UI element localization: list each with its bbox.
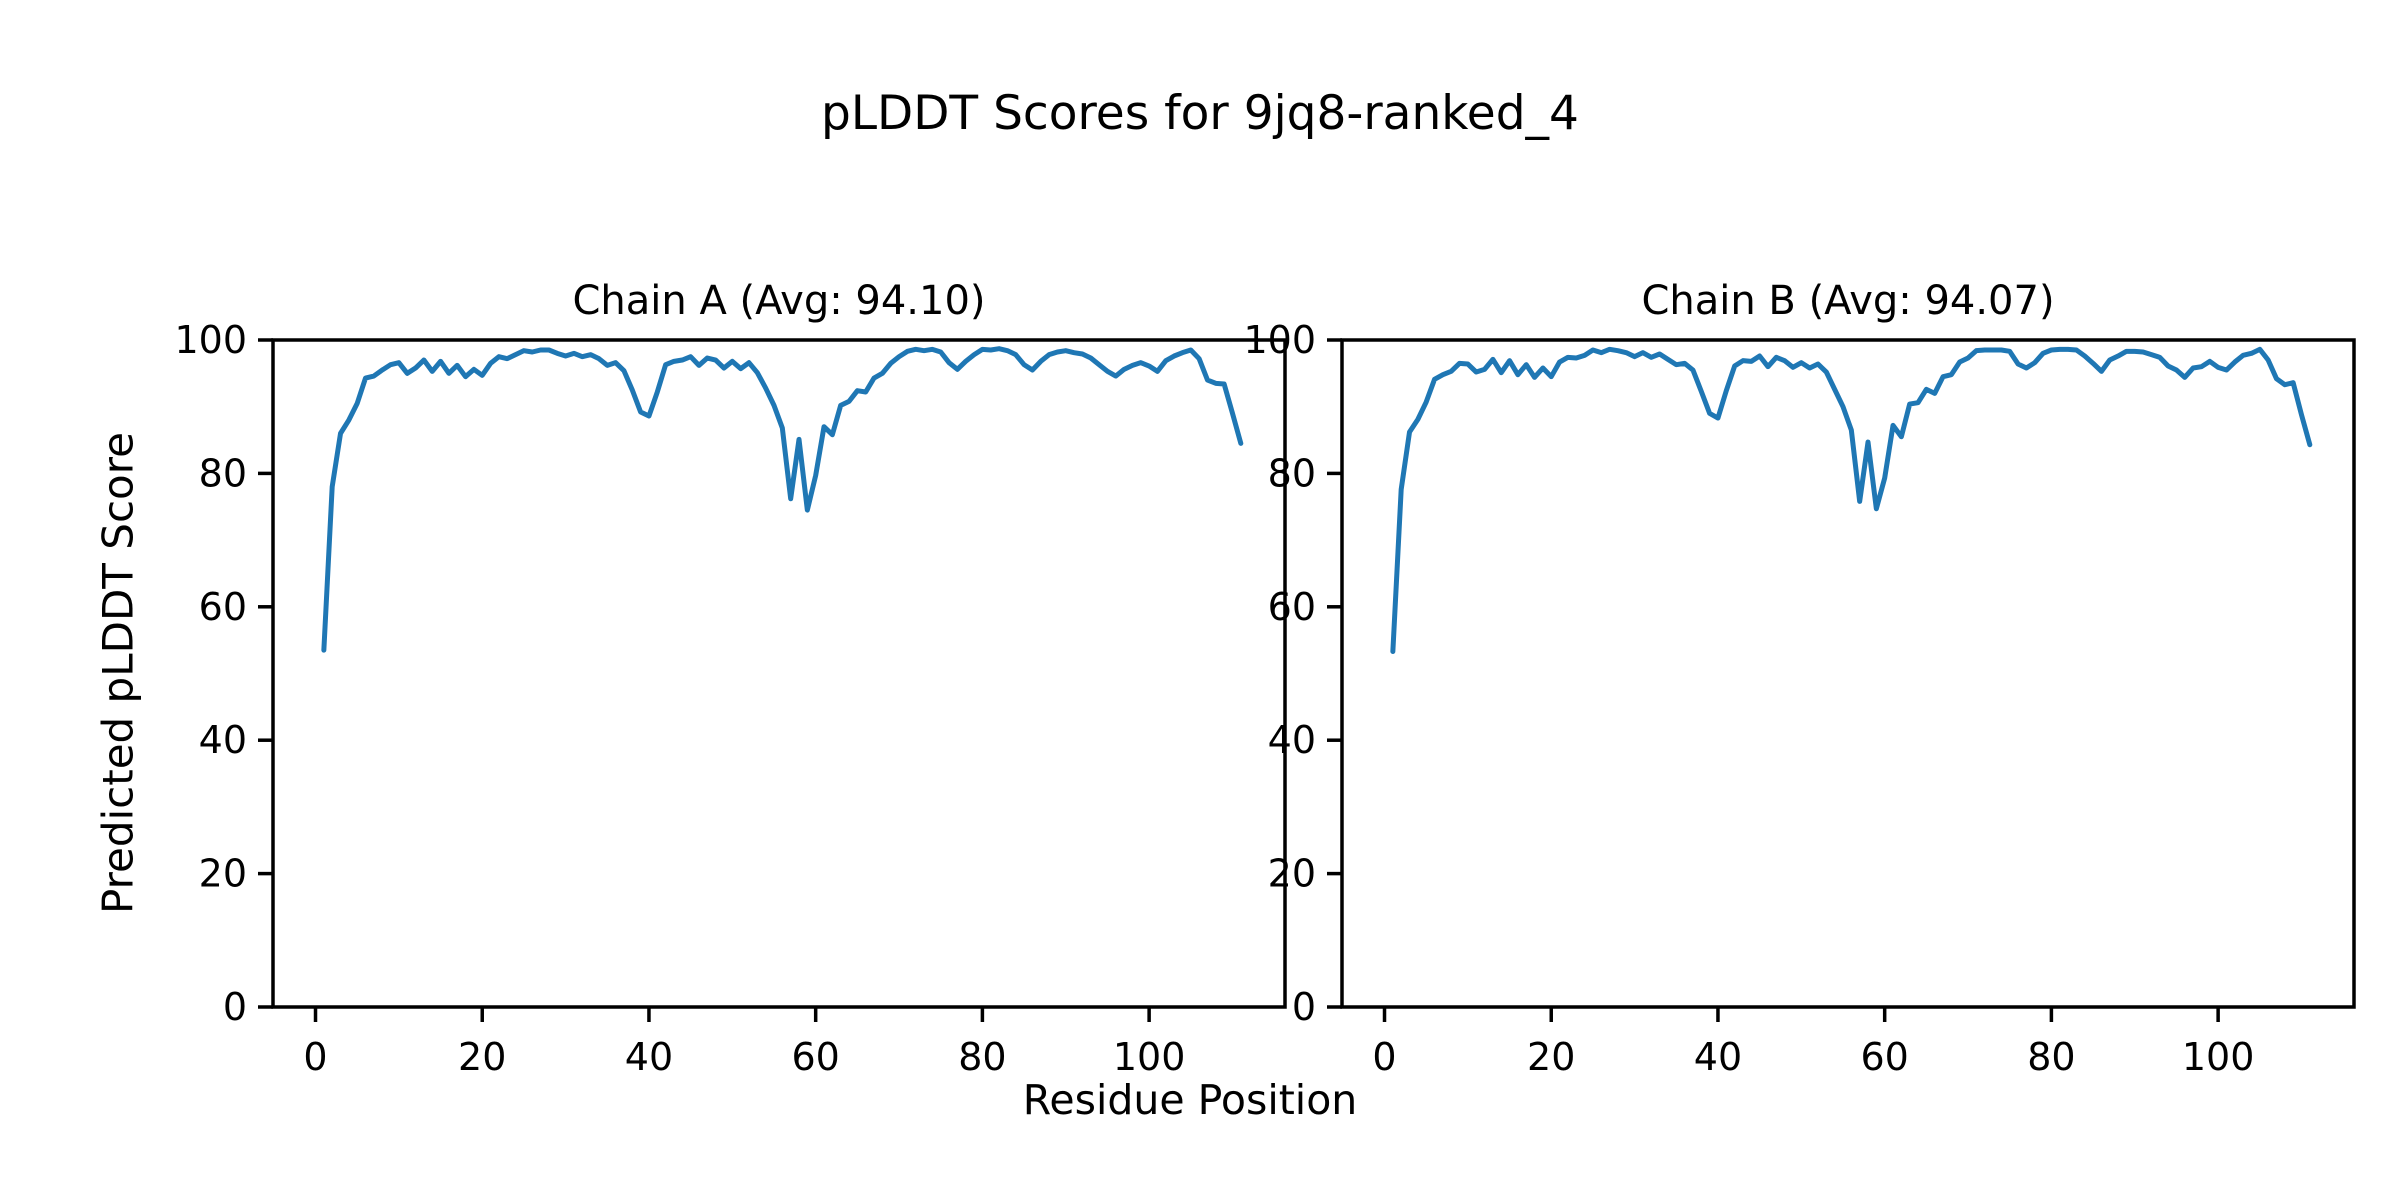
y-tick-label: 100 — [174, 318, 247, 362]
x-tick-label: 20 — [458, 1035, 506, 1079]
y-tick-label: 20 — [199, 852, 247, 896]
y-tick-label: 100 — [1243, 318, 1316, 362]
y-tick-label: 20 — [1268, 852, 1316, 896]
y-tick-label: 40 — [1268, 718, 1316, 762]
x-tick-label: 40 — [1694, 1035, 1742, 1079]
x-tick-label: 20 — [1527, 1035, 1575, 1079]
x-tick-label: 80 — [958, 1035, 1006, 1079]
x-tick-label: 0 — [1372, 1035, 1396, 1079]
figure-title: pLDDT Scores for 9jq8-ranked_4 — [821, 86, 1579, 141]
x-axis-label: Residue Position — [1022, 1076, 1358, 1124]
x-tick-label: 0 — [303, 1035, 327, 1079]
x-tick-label: 80 — [2027, 1035, 2075, 1079]
y-tick-label: 80 — [199, 451, 247, 495]
axes-frame — [271, 338, 1287, 1009]
x-tick-label: 100 — [2182, 1035, 2255, 1079]
x-tick-label: 60 — [791, 1035, 839, 1079]
x-tick-label: 60 — [1860, 1035, 1908, 1079]
x-tick-label: 100 — [1113, 1035, 1186, 1079]
y-axis-label: Predicted pLDDT Score — [93, 432, 143, 914]
y-tick-label: 0 — [1292, 985, 1316, 1029]
y-tick-label: 40 — [199, 718, 247, 762]
chain-a-subplot-title: Chain A (Avg: 94.10) — [572, 278, 986, 324]
y-tick-label: 80 — [1268, 451, 1316, 495]
plddt-line-chain-b — [1390, 346, 2313, 654]
plddt-line-chain-a — [321, 346, 1244, 653]
chain-b-plot: 0 20 40 60 80 100 0 20 40 60 80 100 — [1243, 318, 2356, 1079]
y-tick-label: 0 — [223, 985, 247, 1029]
y-tick-label: 60 — [199, 585, 247, 629]
axes-frame — [1340, 338, 2356, 1009]
chain-a-plot: 0 20 40 60 80 100 0 20 40 60 80 100 — [174, 318, 1287, 1079]
x-tick-label: 40 — [625, 1035, 673, 1079]
y-tick-label: 60 — [1268, 585, 1316, 629]
chain-b-subplot-title: Chain B (Avg: 94.07) — [1641, 278, 2055, 324]
